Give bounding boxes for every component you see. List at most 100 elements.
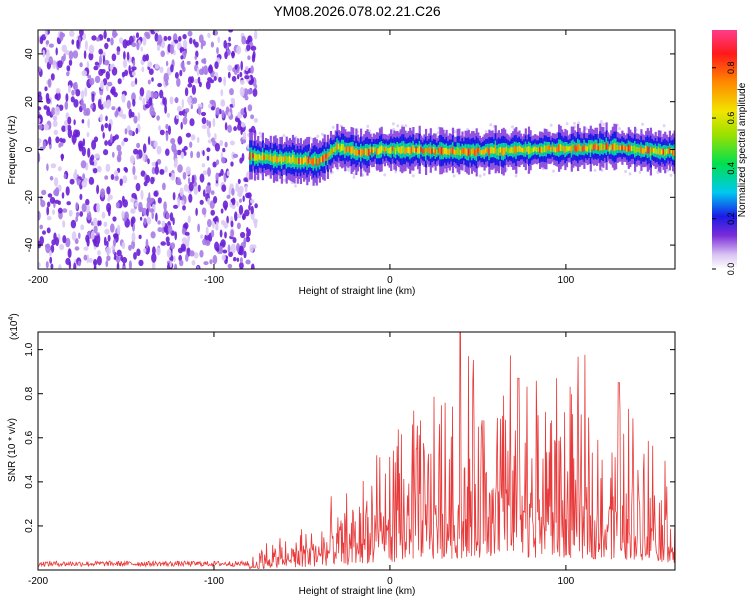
noise-speckle xyxy=(100,124,104,132)
noise-speckle xyxy=(176,180,182,186)
noise-speckle xyxy=(106,202,112,213)
noise-speckle xyxy=(55,237,59,247)
noise-speckle xyxy=(207,167,211,177)
noise-speckle xyxy=(121,256,128,264)
signal-cell xyxy=(532,147,535,153)
noise-speckle xyxy=(62,220,66,228)
noise-speckle xyxy=(185,132,191,138)
noise-speckle xyxy=(80,98,84,108)
noise-speckle xyxy=(54,106,61,116)
signal-cell xyxy=(377,148,380,155)
noise-speckle xyxy=(219,139,224,147)
signal-cell xyxy=(459,149,462,156)
signal-cell xyxy=(640,146,643,154)
noise-speckle xyxy=(189,141,193,148)
signal-cell xyxy=(659,148,662,156)
signal-cell xyxy=(588,143,591,150)
y-tick-label: 1.0 xyxy=(24,342,35,356)
noise-speckle xyxy=(80,224,85,231)
noise-speckle xyxy=(211,229,215,238)
noise-speckle xyxy=(80,90,85,100)
noise-speckle xyxy=(243,131,247,140)
noise-speckle xyxy=(187,76,193,84)
signal-cell xyxy=(417,148,420,155)
noise-speckle xyxy=(55,88,61,94)
noise-speckle xyxy=(236,45,242,55)
noise-speckle xyxy=(128,244,132,251)
noise-speckle xyxy=(100,80,104,90)
noise-speckle xyxy=(179,259,184,267)
noise-speckle xyxy=(212,217,218,222)
noise-speckle xyxy=(71,231,77,241)
noise-speckle xyxy=(146,208,149,217)
noise-speckle xyxy=(240,60,243,71)
noise-speckle xyxy=(84,40,88,51)
signal-cell xyxy=(277,157,280,163)
noise-speckle xyxy=(107,81,113,87)
signal-cell xyxy=(402,145,405,153)
signal-cell xyxy=(551,145,554,150)
noise-speckle xyxy=(145,174,151,184)
noise-speckle xyxy=(207,219,212,228)
noise-speckle xyxy=(88,257,93,263)
noise-speckle xyxy=(231,75,237,82)
faint-speckle xyxy=(331,125,335,129)
noise-speckle xyxy=(121,93,126,103)
noise-speckle xyxy=(62,208,68,213)
noise-speckle xyxy=(236,222,241,230)
signal-cell xyxy=(257,154,260,162)
signal-cell xyxy=(405,147,409,153)
noise-speckle xyxy=(69,30,75,37)
noise-speckle xyxy=(183,184,189,192)
signal-cell xyxy=(578,144,581,151)
signal-cell xyxy=(263,155,266,161)
noise-speckle xyxy=(189,37,193,45)
noise-speckle xyxy=(131,66,137,71)
signal-cell xyxy=(369,146,372,153)
noise-speckle xyxy=(98,220,102,226)
noise-speckle xyxy=(249,244,254,253)
noise-speckle xyxy=(111,106,116,111)
noise-speckle xyxy=(236,257,240,262)
noise-speckle xyxy=(123,137,129,142)
noise-speckle xyxy=(139,95,143,101)
noise-speckle xyxy=(131,71,136,76)
signal-cell xyxy=(584,145,588,151)
spectrogram-ylabel: Frequency (Hz) xyxy=(7,116,18,185)
noise-speckle xyxy=(73,119,76,126)
noise-speckle xyxy=(68,59,73,66)
noise-speckle xyxy=(253,118,258,123)
noise-speckle xyxy=(197,184,201,192)
noise-speckle xyxy=(158,125,161,131)
faint-speckle xyxy=(618,127,621,131)
signal-cell xyxy=(548,145,551,151)
noise-speckle xyxy=(98,48,103,55)
signal-cell xyxy=(660,149,664,155)
noise-speckle xyxy=(42,140,47,150)
noise-speckle xyxy=(245,259,251,265)
faint-speckle xyxy=(452,174,456,178)
noise-speckle xyxy=(119,37,124,44)
noise-speckle xyxy=(203,57,207,65)
noise-speckle xyxy=(184,108,190,113)
noise-speckle xyxy=(177,198,181,208)
noise-speckle xyxy=(104,140,108,146)
signal-cell xyxy=(323,153,326,162)
noise-speckle xyxy=(80,160,87,169)
noise-speckle xyxy=(81,119,85,124)
noise-speckle xyxy=(116,154,122,163)
signal-cell xyxy=(272,155,276,164)
noise-speckle xyxy=(104,175,109,180)
noise-speckle xyxy=(222,147,226,153)
noise-speckle xyxy=(241,35,247,45)
noise-speckle xyxy=(147,158,150,165)
signal-cell xyxy=(320,156,323,163)
noise-speckle xyxy=(60,32,66,38)
signal-cell xyxy=(385,146,388,151)
noise-speckle xyxy=(250,114,255,120)
signal-cell xyxy=(545,145,548,153)
noise-speckle xyxy=(122,199,128,208)
signal-cell xyxy=(293,156,296,165)
noise-speckle xyxy=(148,68,154,75)
noise-speckle xyxy=(240,231,246,239)
